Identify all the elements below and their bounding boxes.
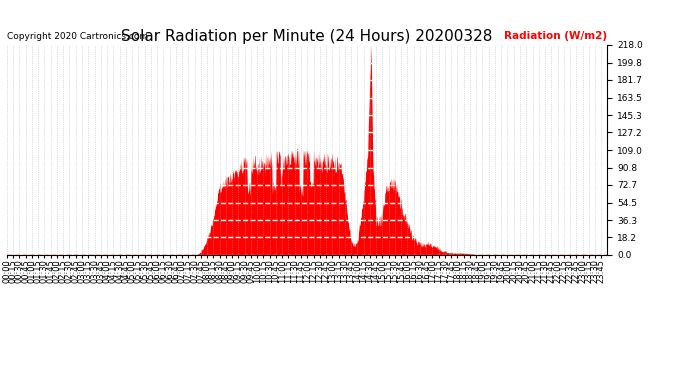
Text: Radiation (W/m2): Radiation (W/m2) [504,31,607,41]
Text: Copyright 2020 Cartronics.com: Copyright 2020 Cartronics.com [7,32,148,41]
Title: Solar Radiation per Minute (24 Hours) 20200328: Solar Radiation per Minute (24 Hours) 20… [121,29,493,44]
